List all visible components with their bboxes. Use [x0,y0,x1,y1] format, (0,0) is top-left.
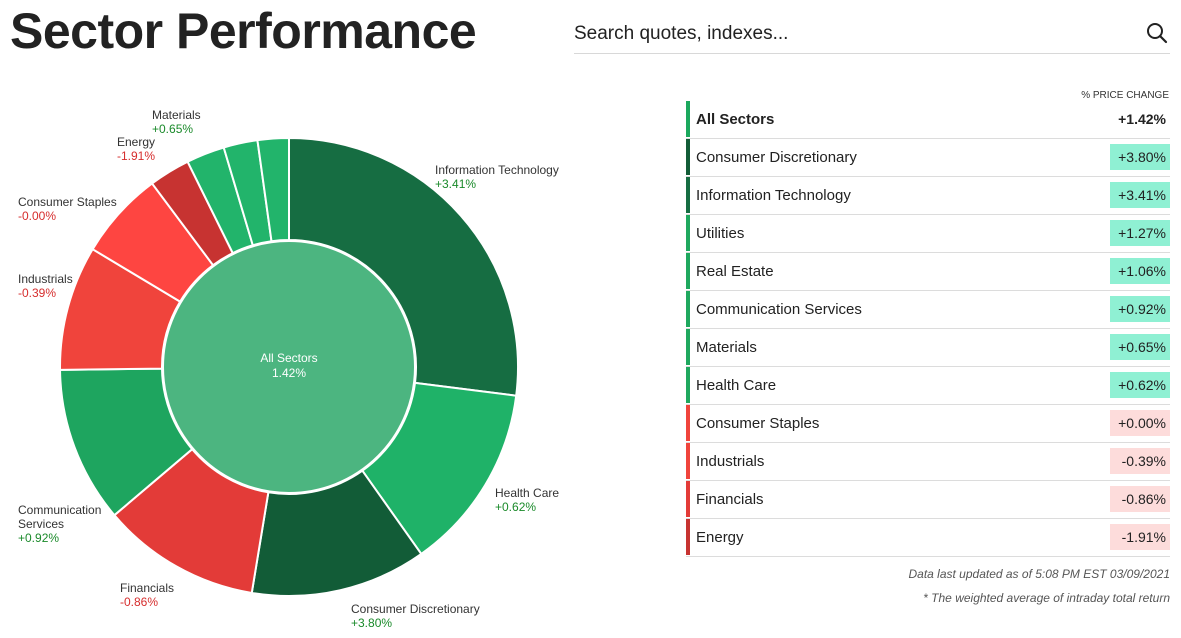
donut-center-all-sectors[interactable] [162,240,416,494]
label-change: +0.62% [495,500,537,514]
row-sector-name: Communication Services [696,301,862,318]
label-change: +3.80% [351,616,393,630]
row-price-change: -0.86% [1110,486,1170,512]
label-energy: Energy -1.91% [117,135,155,163]
row-color-bar [686,519,690,555]
label-name: Health Care [495,486,560,500]
label-name: Industrials [18,272,73,286]
data-updated-note: Data last updated as of 5:08 PM EST 03/0… [908,567,1170,581]
sector-row[interactable]: Materials +0.65% [686,329,1170,367]
search-input[interactable] [574,20,1114,48]
label-name: Consumer Staples [18,195,117,209]
row-price-change: +0.65% [1110,334,1170,360]
row-sector-name: Information Technology [696,187,851,204]
label-consumer-discretionary: Consumer Discretionary +3.80% [351,602,480,630]
sector-row[interactable]: All Sectors +1.42% [686,101,1170,139]
sector-row[interactable]: Information Technology +3.41% [686,177,1170,215]
row-color-bar [686,253,690,289]
row-color-bar [686,291,690,327]
row-price-change: +1.06% [1110,258,1170,284]
label-financials: Financials -0.86% [120,581,174,609]
label-name: Communication Services [18,503,102,531]
sector-row[interactable]: Consumer Staples +0.00% [686,405,1170,443]
row-sector-name: Energy [696,529,744,546]
row-color-bar [686,481,690,517]
label-consumer-staples: Consumer Staples -0.00% [18,195,117,223]
row-sector-name: Health Care [696,377,777,394]
sector-row[interactable]: Financials -0.86% [686,481,1170,519]
label-communication-services: Communication Services +0.92% [18,503,118,545]
row-sector-name: Industrials [696,453,765,470]
label-name: Consumer Discretionary [351,602,480,616]
sector-table: All Sectors +1.42% Consumer Discretionary +… [686,101,1170,557]
row-sector-name: Consumer Staples [696,415,820,432]
row-price-change: -0.39% [1110,448,1170,474]
row-sector-name: Utilities [696,225,745,242]
label-change: -0.00% [18,209,57,223]
row-price-change: +3.80% [1110,144,1170,170]
label-information-technology: Information Technology +3.41% [435,163,559,191]
sector-row[interactable]: Health Care +0.62% [686,367,1170,405]
label-industrials: Industrials -0.39% [18,272,73,300]
search-box[interactable] [574,14,1170,54]
row-price-change: +1.42% [1118,111,1166,127]
label-change: +0.65% [152,122,194,136]
row-price-change: +3.41% [1110,182,1170,208]
row-sector-name: Financials [696,491,764,508]
label-name: Information Technology [435,163,559,177]
sector-row[interactable]: Real Estate +1.06% [686,253,1170,291]
label-health-care: Health Care +0.62% [495,486,559,514]
search-icon[interactable] [1146,22,1168,44]
row-sector-name: All Sectors [696,111,775,128]
row-color-bar [686,329,690,365]
sector-donut-chart: Information Technology +3.41% Health Car… [0,90,640,638]
label-change: -0.39% [18,286,57,300]
row-color-bar [686,367,690,403]
row-sector-name: Materials [696,339,757,356]
row-color-bar [686,443,690,479]
center-value: 1.42% [271,366,307,380]
table-header: % PRICE CHANGE [1081,90,1169,101]
row-sector-name: Real Estate [696,263,774,280]
row-price-change: +0.00% [1110,410,1170,436]
row-price-change: +1.27% [1110,220,1170,246]
label-change: -1.91% [117,149,156,163]
row-color-bar [686,101,690,137]
page-title: Sector Performance [10,3,477,59]
label-change: -0.86% [120,595,159,609]
row-color-bar [686,139,690,175]
row-sector-name: Consumer Discretionary [696,149,857,166]
center-label: All Sectors 1.42% [219,351,359,381]
row-color-bar [686,215,690,251]
sector-row[interactable]: Industrials -0.39% [686,443,1170,481]
label-change: +3.41% [435,177,477,191]
row-color-bar [686,177,690,213]
row-color-bar [686,405,690,441]
label-change: +0.92% [18,531,60,545]
label-materials: Materials +0.65% [152,108,201,136]
label-name: Materials [152,108,201,122]
sector-row[interactable]: Energy -1.91% [686,519,1170,557]
label-name: Energy [117,135,156,149]
center-title: All Sectors [260,351,318,365]
row-price-change: -1.91% [1110,524,1170,550]
label-name: Financials [120,581,175,595]
sector-row[interactable]: Consumer Discretionary +3.80% [686,139,1170,177]
weighted-average-note: * The weighted average of intraday total… [923,591,1170,605]
sector-row[interactable]: Communication Services +0.92% [686,291,1170,329]
sector-row[interactable]: Utilities +1.27% [686,215,1170,253]
donut-svg [59,136,519,597]
row-price-change: +0.62% [1110,372,1170,398]
donut-slice-information-technology[interactable] [288,136,519,397]
row-price-change: +0.92% [1110,296,1170,322]
